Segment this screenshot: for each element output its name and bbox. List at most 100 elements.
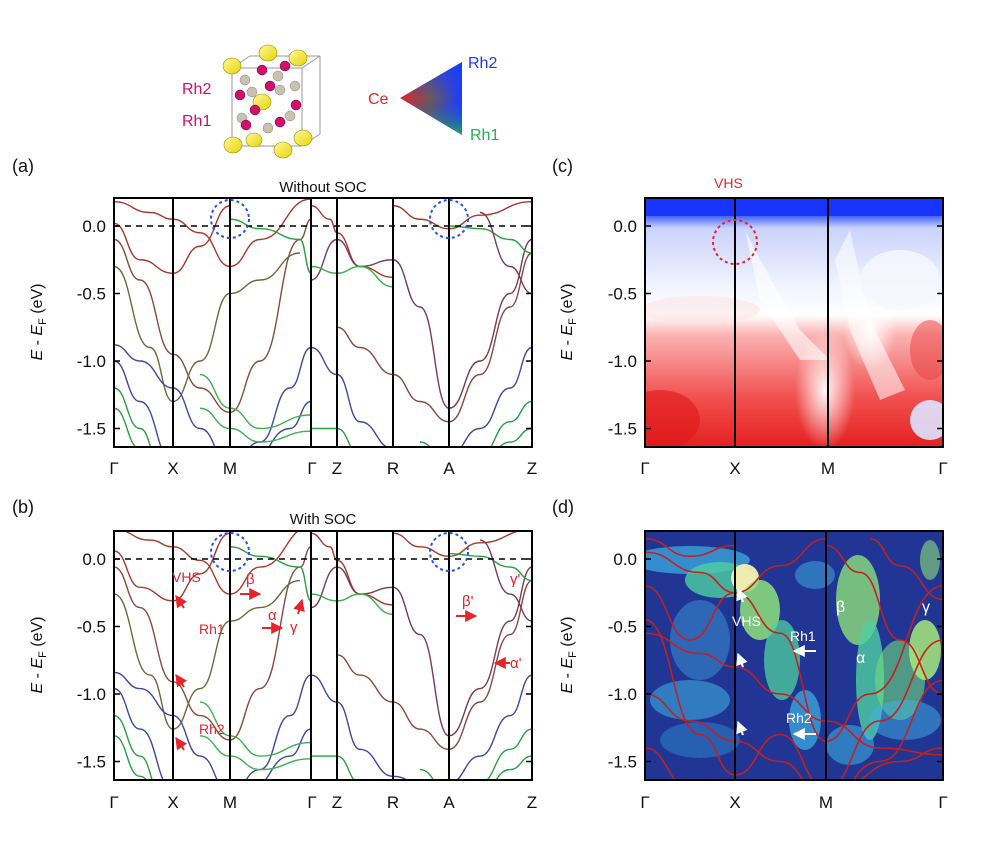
x-tick-label: R: [387, 793, 399, 812]
band-curve: [448, 552, 532, 582]
band-curve: [310, 265, 394, 288]
band-curve: [336, 579, 532, 751]
band-curve: [310, 427, 352, 447]
panel-c-label: (c): [552, 156, 573, 176]
band-curve: [114, 687, 312, 780]
vhs-arrow: [736, 587, 748, 603]
panel-c-y-label: E - EF (eV): [559, 284, 579, 361]
x-tick-label: M: [223, 459, 237, 478]
panel-a-title: Without SOC: [279, 179, 367, 196]
x-tick-label: Z: [527, 793, 537, 812]
band-curve: [114, 735, 148, 780]
vhs-arrow: [175, 595, 187, 609]
x-tick-label: X: [167, 459, 178, 478]
y-tick-label: 0.0: [82, 217, 106, 236]
orbital-color-triangle: Ce Rh2 Rh1: [368, 55, 499, 144]
panel-c-arpes-map: VHS 0.0 -0.5 -1.0 -1.5 Γ X M Γ E - EF (eV): [559, 175, 948, 478]
panel-d-annotations: VHS Rh1 Rh2 β α γ: [732, 587, 930, 740]
band-curve: [114, 344, 312, 447]
x-tick-label: M: [821, 459, 835, 478]
y-tick-label: -1.5: [77, 420, 106, 439]
vhs-label: VHS: [172, 569, 201, 585]
x-tick-label: Z: [332, 793, 342, 812]
rh1-arrow: [175, 674, 187, 688]
vhs-circle: [712, 219, 758, 265]
panel-b-y-label: E - EF (eV): [29, 617, 49, 694]
dft-band-overlay: [645, 747, 943, 780]
panel-b-annotations: VHS Rh1 Rh2 β α γ β' γ' α': [172, 569, 522, 751]
y-axis-label: E - EF (eV): [29, 284, 49, 361]
band-curve: [479, 539, 532, 622]
y-tick-label: -1.0: [608, 685, 637, 704]
y-tick-label: -1.5: [608, 753, 637, 772]
x-tick-label: R: [387, 459, 399, 478]
y-tick-label: -1.0: [77, 352, 106, 371]
triangle-rh2-label: Rh2: [468, 55, 497, 72]
rh2-site-label: Rh2: [182, 81, 211, 98]
band-curve: [114, 252, 301, 403]
band-curve: [114, 714, 153, 780]
y-tick-label: -1.0: [608, 352, 637, 371]
band-curve: [419, 728, 532, 780]
beta-prime-label: β': [462, 593, 474, 610]
panel-b-bands: [114, 531, 532, 780]
x-tick-label: Γ: [938, 459, 947, 478]
alpha-prime-label: α': [510, 655, 522, 672]
y-tick-label: 0.0: [82, 550, 106, 569]
x-tick-label: X: [167, 793, 178, 812]
vhs-circle-m: [210, 199, 250, 239]
band-curve: [448, 225, 532, 254]
band-curve: [495, 755, 532, 780]
y-tick-label: -1.5: [608, 420, 637, 439]
arrow-3: [736, 720, 748, 736]
dft-band-overlay: [645, 632, 943, 756]
crystal-structure-diagram: Rh2 Rh1: [182, 44, 321, 159]
dft-band-overlay: [645, 585, 943, 743]
panel-a-kpoint-lines: [172, 198, 450, 447]
band-curve: [310, 566, 532, 737]
band-curve: [114, 387, 152, 447]
intensity-feature: [795, 561, 835, 589]
alpha-label: α: [268, 607, 277, 624]
band-curve: [114, 360, 312, 447]
intensity-feature: [660, 722, 740, 758]
y-tick-label: -1.5: [77, 753, 106, 772]
band-curve: [199, 735, 312, 771]
band-curve: [199, 407, 312, 443]
y-tick-label: -0.5: [608, 285, 637, 304]
beta-label: β: [246, 571, 255, 588]
band-curve: [310, 674, 532, 780]
vhs-circle-m: [210, 532, 250, 572]
intensity-feature: [909, 620, 941, 680]
band-curve: [114, 546, 312, 741]
x-tick-label: A: [443, 793, 455, 812]
band-curve: [479, 211, 532, 295]
arrow-2: [736, 652, 748, 668]
band-curve: [199, 701, 312, 757]
band-curve: [229, 218, 312, 274]
band-curve: [199, 373, 312, 430]
x-tick-label: Γ: [109, 793, 118, 812]
band-curve: [310, 346, 532, 447]
x-tick-label: X: [729, 459, 740, 478]
x-tick-label: X: [729, 793, 740, 812]
y-tick-label: -0.5: [77, 285, 106, 304]
band-curve: [114, 671, 312, 780]
x-tick-label: M: [223, 793, 237, 812]
panel-d-y-label: E - EF (eV): [559, 617, 579, 694]
x-tick-label: Γ: [109, 459, 118, 478]
dft-band-overlay: [869, 537, 943, 601]
intensity-feature: [920, 540, 940, 580]
gamma-label: γ: [290, 619, 298, 636]
band-curve: [114, 198, 312, 268]
x-tick-label: Γ: [307, 793, 316, 812]
vhs-circle-a: [429, 532, 469, 572]
gamma-arrow: [293, 598, 305, 615]
band-curve: [310, 593, 394, 616]
triangle-rh1-label: Rh1: [470, 127, 499, 144]
